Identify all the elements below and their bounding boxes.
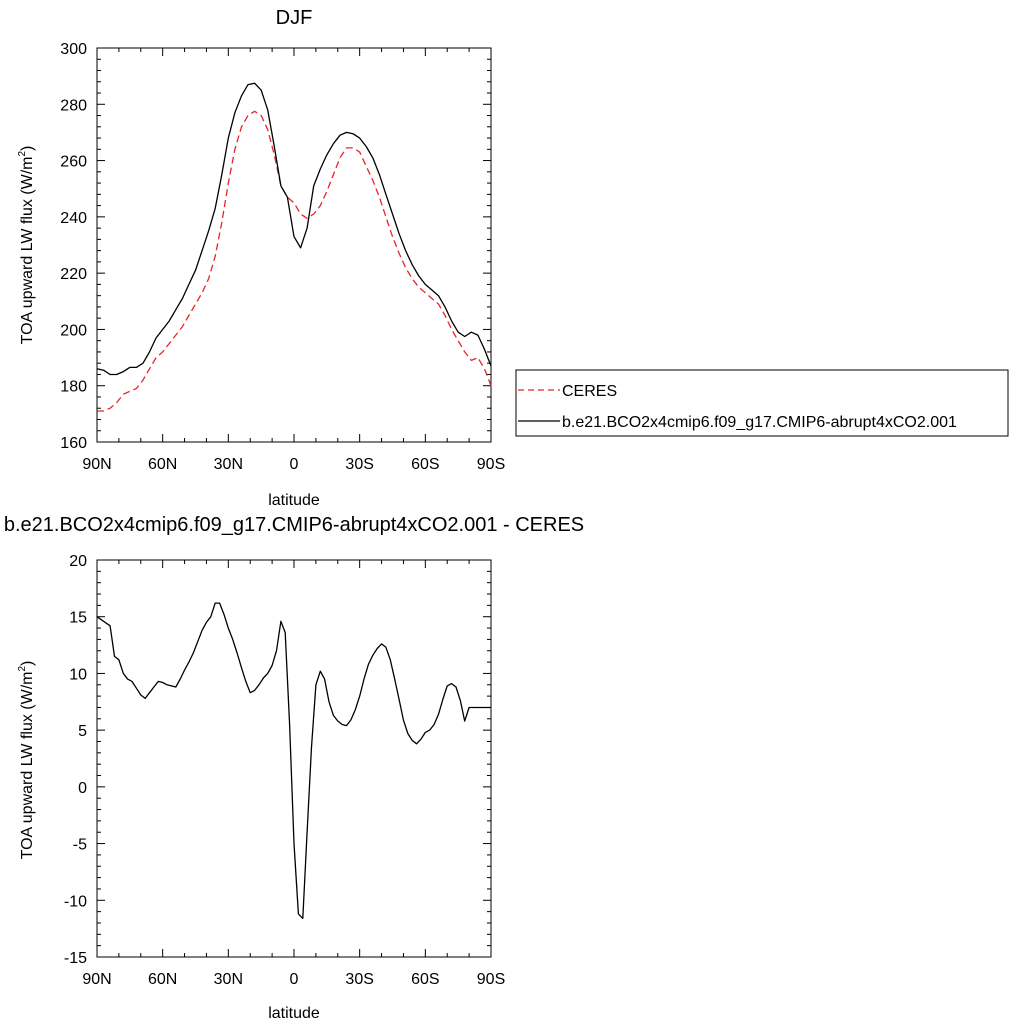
bottom-y-tick-label: -15 <box>64 950 87 967</box>
top-series-ceres-line <box>97 110 492 412</box>
bottom-ticks <box>96 559 492 958</box>
bottom-plot-frame <box>96 559 492 958</box>
top-y-tick-label: 300 <box>60 41 87 58</box>
top-y-axis-label: TOA upward LW flux (W/m2) <box>17 146 36 345</box>
top-x-tick-label: 90N <box>82 456 111 473</box>
bottom-x-tick-labels: 90N 60N 30N 0 30S 60S 90S <box>82 971 505 988</box>
bottom-y-tick-label: 15 <box>69 610 87 627</box>
bottom-x-tick-label: 90S <box>477 971 505 988</box>
top-panel: DJF 160 180 200 220 240 260 280 300 90N 60N 30N 0 3… <box>17 7 505 509</box>
bottom-y-tick-label: 10 <box>69 666 87 683</box>
top-x-tick-labels: 90N 60N 30N 0 30S 60S 90S <box>82 456 505 473</box>
legend-box <box>515 369 1009 437</box>
bottom-chart-title: b.e21.BCO2x4cmip6.f09_g17.CMIP6-abrupt4x… <box>4 514 584 536</box>
bottom-y-axis-label-sup: 2 <box>17 666 28 672</box>
top-y-tick-labels: 160 180 200 220 240 260 280 300 <box>60 41 87 452</box>
bottom-x-tick-label: 90N <box>82 971 111 988</box>
top-y-axis-label-sup: 2 <box>17 151 28 157</box>
bottom-difference-line <box>96 602 491 920</box>
top-plot-frame <box>96 47 492 443</box>
bottom-y-tick-label: -5 <box>73 837 87 854</box>
bottom-x-tick-label: 30N <box>214 971 243 988</box>
top-y-tick-label: 280 <box>60 97 87 114</box>
top-x-tick-label: 60N <box>148 456 177 473</box>
bottom-x-tick-label: 30S <box>345 971 373 988</box>
top-ticks <box>96 47 492 443</box>
legend: CERES b.e21.BCO2x4cmip6.f09_g17.CMIP6-ab… <box>515 369 1009 437</box>
bottom-x-tick-label: 0 <box>290 971 299 988</box>
top-x-tick-label: 0 <box>290 456 299 473</box>
top-y-axis-label-close: ) <box>19 146 36 151</box>
top-y-tick-label: 160 <box>60 435 87 452</box>
top-y-axis-label-text: TOA upward LW flux (W/m <box>19 157 36 345</box>
bottom-y-tick-label: 5 <box>78 723 87 740</box>
top-x-tick-label: 30S <box>345 456 373 473</box>
bottom-y-axis-label-text: TOA upward LW flux (W/m <box>19 672 36 860</box>
bottom-y-tick-label: -10 <box>64 893 87 910</box>
bottom-x-axis-label: latitude <box>268 1005 320 1022</box>
top-series-model-line <box>96 82 492 376</box>
bottom-y-tick-label: 20 <box>69 553 87 570</box>
legend-model-label: b.e21.BCO2x4cmip6.f09_g17.CMIP6-abrupt4x… <box>562 414 957 431</box>
legend-ceres-label: CERES <box>562 383 617 400</box>
top-x-tick-label: 60S <box>411 456 439 473</box>
top-y-tick-label: 260 <box>60 154 87 171</box>
bottom-y-axis-label: TOA upward LW flux (W/m2) <box>17 661 36 860</box>
top-x-tick-label: 30N <box>214 456 243 473</box>
bottom-y-axis-label-close: ) <box>19 661 36 666</box>
top-series <box>96 82 492 412</box>
top-chart-title: DJF <box>276 7 313 29</box>
bottom-y-tick-labels: -15 -10 -5 0 5 10 15 20 <box>64 553 87 967</box>
bottom-y-tick-label: 0 <box>78 780 87 797</box>
bottom-x-tick-label: 60S <box>411 971 439 988</box>
bottom-panel: b.e21.BCO2x4cmip6.f09_g17.CMIP6-abrupt4x… <box>4 514 584 1022</box>
top-y-tick-label: 220 <box>60 266 87 283</box>
top-y-tick-label: 200 <box>60 322 87 339</box>
bottom-x-tick-label: 60N <box>148 971 177 988</box>
top-y-tick-label: 240 <box>60 210 87 227</box>
bottom-series <box>96 602 491 920</box>
top-x-tick-label: 90S <box>477 456 505 473</box>
top-x-axis-label: latitude <box>268 492 320 509</box>
top-y-tick-label: 180 <box>60 379 87 396</box>
